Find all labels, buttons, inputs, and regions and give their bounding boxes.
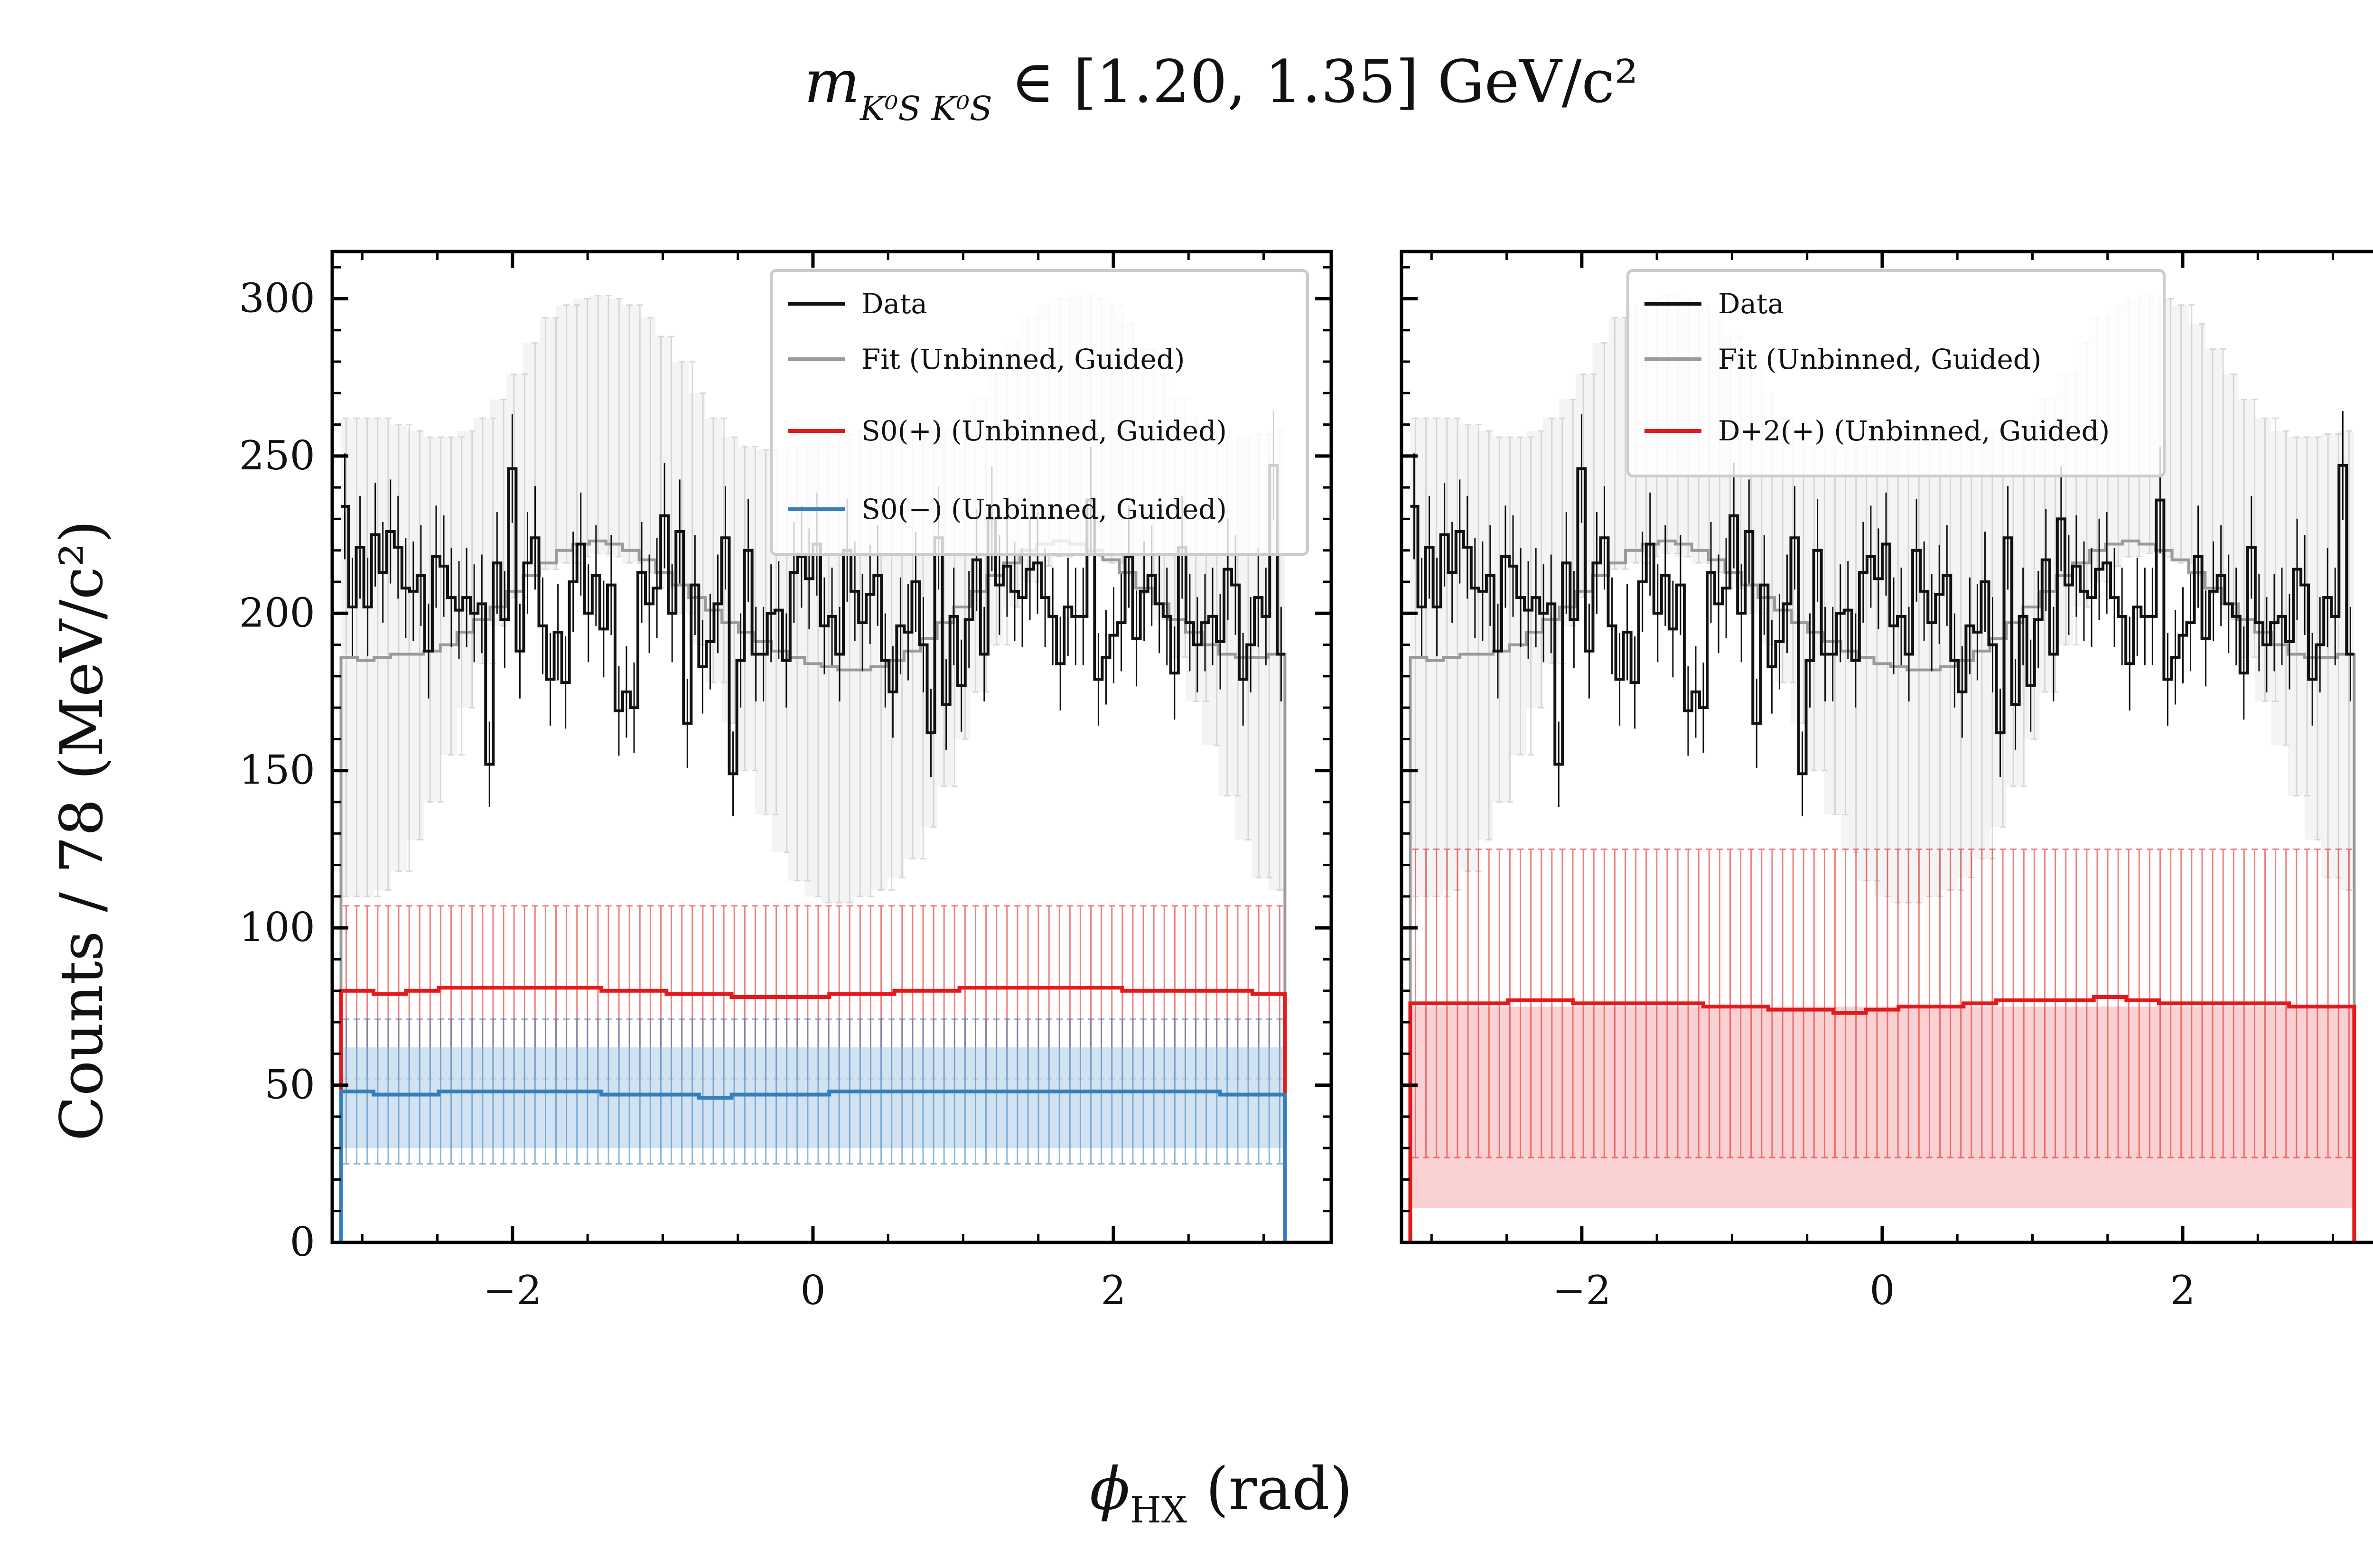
x-tick-label: 0 [800,1267,825,1314]
legend-label-red: S0(+) (Unbinned, Guided) [861,415,1227,447]
suptitle-rest: ∈ [1.20, 1.35] GeV/c² [992,48,1638,116]
suptitle: mK⁰S K⁰S ∈ [1.20, 1.35] GeV/c² [804,48,1638,128]
legend-label-fit: Fit (Unbinned, Guided) [1718,343,2042,375]
left-panel: 0 50 100 150 200 250 300 −2 0 2 Data Fit (Unbinned,… [239,250,1333,1314]
plot-frame [330,250,1333,1244]
x-axis-label-rest: (rad) [1187,1455,1353,1523]
y-tick-label: 100 [239,904,315,951]
x-axis-label: ϕHX (rad) [1090,1455,1353,1531]
red-component-line [339,986,1287,1242]
legend-label-fit: Fit (Unbinned, Guided) [861,343,1185,375]
blue-component-line [339,1089,1287,1242]
y-tick-label: 50 [264,1062,315,1108]
x-tick-label: 0 [1869,1267,1895,1314]
data-series [341,411,1285,816]
x-tick-label: 2 [1101,1267,1126,1314]
x-tick-label: 2 [2170,1267,2195,1314]
blue-component-band [341,1047,1285,1148]
legend-box [770,269,1309,556]
legend-label-data: Data [861,288,927,320]
data-line [341,464,1285,775]
y-tick-label: 0 [290,1219,315,1265]
y-tick-label: 250 [239,432,315,479]
legend-label-data: Data [1718,288,1784,320]
x-tick-label: −2 [1552,1267,1611,1314]
y-axis-label: Counts / 78 (MeV/c²) [48,520,116,1141]
legend: Data Fit (Unbinned, Guided) D+2(+) (Unbinn… [1626,269,2166,477]
right-panel: −2 0 2 Data Fit (Unbinned, Guided) D+2(+) (Un… [1400,250,2373,1314]
red-component-band [1410,1006,2354,1208]
x-tick-label: −2 [483,1267,542,1314]
red-component-line [1408,995,2356,1242]
plot-frame [1400,250,2373,1244]
y-tick-label: 200 [239,589,315,636]
y-tick-label: 150 [239,747,315,793]
legend-label-blue: S0(−) (Unbinned, Guided) [861,493,1227,525]
suptitle-subscript: K⁰S K⁰S [859,89,992,128]
legend-box [1626,269,2166,477]
data-series [1410,411,2354,816]
legend: Data Fit (Unbinned, Guided) S0(+) (Unbinne… [770,269,1309,556]
x-axis-label-symbol: ϕ [1090,1455,1130,1523]
x-axis-label-sub: HX [1130,1489,1187,1531]
suptitle-symbol: m [804,48,860,116]
data-line [1410,464,2354,775]
legend-label-red: D+2(+) (Unbinned, Guided) [1718,415,2110,447]
y-tick-label: 300 [239,275,315,321]
